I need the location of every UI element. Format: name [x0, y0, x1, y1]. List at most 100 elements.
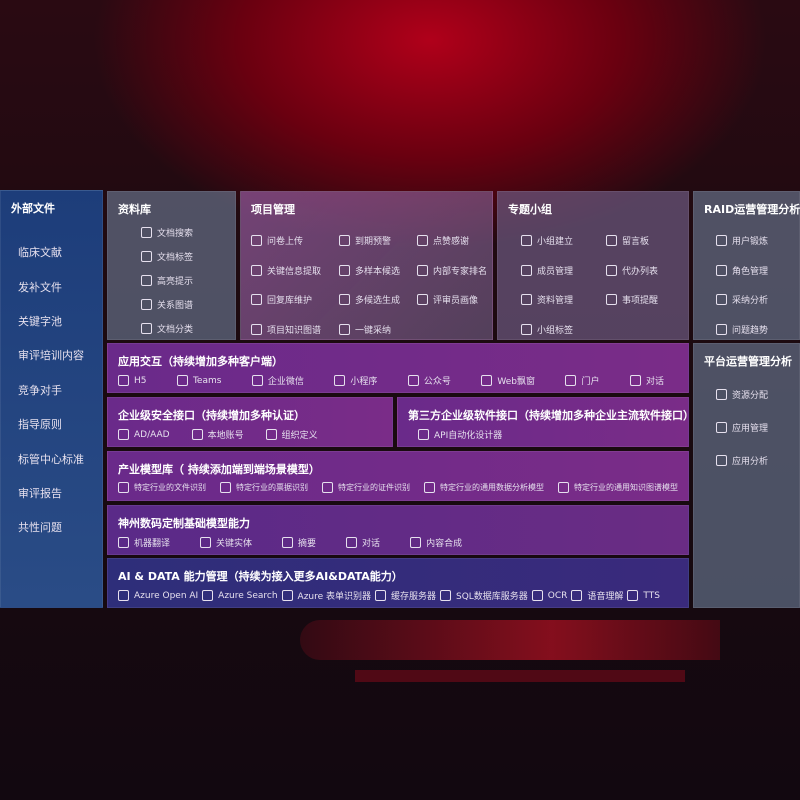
- app-item[interactable]: 小程序: [334, 374, 377, 387]
- item-label: 公众号: [423, 377, 451, 387]
- form-icon: [281, 590, 293, 601]
- item-label: 资料管理: [537, 296, 574, 307]
- industry-item[interactable]: 特定行业的证件识别: [322, 482, 410, 493]
- external-file-item[interactable]: 审评报告: [18, 486, 62, 500]
- app-item[interactable]: Web飘窗: [481, 374, 535, 387]
- security-item[interactable]: AD/AAD: [118, 428, 170, 441]
- base-item[interactable]: 机器翻译: [118, 536, 170, 549]
- pen-icon: [141, 274, 152, 286]
- topic-item[interactable]: 留言板: [606, 226, 686, 256]
- speech-icon: [571, 590, 583, 601]
- library-item[interactable]: 高亮提示: [141, 268, 193, 292]
- app-item[interactable]: H5: [118, 374, 147, 387]
- topic-item[interactable]: 资料管理: [521, 285, 606, 315]
- industry-item[interactable]: 特定行业的通用数据分析模型: [424, 482, 544, 493]
- platform-item[interactable]: 资源分配: [716, 378, 768, 411]
- industry-item[interactable]: 特定行业的票据识别: [220, 482, 308, 493]
- app-item[interactable]: 公众号: [407, 374, 451, 387]
- panel-title: 资料库: [118, 203, 151, 216]
- reply-icon: [339, 323, 350, 335]
- raid-item[interactable]: 角色管理: [716, 256, 768, 286]
- panel-title: 平台运营管理分析: [704, 355, 792, 368]
- project-item[interactable]: 回复库维护: [251, 285, 339, 315]
- base-item[interactable]: 摘要: [282, 536, 316, 549]
- project-item[interactable]: 点赞感谢: [417, 226, 497, 256]
- library-item[interactable]: 关系图谱: [141, 292, 193, 316]
- security-item[interactable]: 组织定义: [265, 428, 318, 441]
- project-item[interactable]: 评审员画像: [417, 285, 497, 315]
- portal-icon: [565, 375, 577, 386]
- library-item[interactable]: 文档搜索: [141, 220, 193, 244]
- platform-item[interactable]: 应用分析: [716, 444, 768, 477]
- aidata-item[interactable]: 缓存服务器: [375, 589, 436, 602]
- chat-icon: [346, 537, 358, 548]
- aidata-item[interactable]: 语音理解: [571, 589, 623, 602]
- aidata-item[interactable]: Azure 表单识别器: [281, 589, 371, 602]
- topic-item[interactable]: 小组建立: [521, 226, 606, 256]
- external-file-item[interactable]: 共性问题: [18, 521, 62, 535]
- panel-title: 产业模型库（ 持续添加端到端场景模型）: [118, 463, 320, 476]
- topic-item[interactable]: 代办列表: [606, 256, 686, 286]
- library-item[interactable]: 文档分类: [141, 316, 193, 340]
- project-item[interactable]: 问卷上传: [251, 226, 339, 256]
- aidata-item[interactable]: Azure Open AI: [118, 589, 198, 602]
- security-item[interactable]: 本地账号: [191, 428, 244, 441]
- thirdparty-item[interactable]: API自动化设计器: [418, 428, 502, 441]
- industry-item[interactable]: 特定行业的文件识别: [118, 482, 206, 493]
- graph-icon: [251, 323, 262, 335]
- item-label: 门户: [581, 377, 600, 387]
- external-file-item[interactable]: 临床文献: [18, 246, 62, 260]
- item-label: 项目知识图谱: [267, 325, 322, 336]
- external-file-item[interactable]: 关键字池: [18, 314, 62, 328]
- aidata-item[interactable]: SQL数据库服务器: [440, 589, 528, 602]
- aidata-item[interactable]: OCR: [531, 589, 567, 602]
- item-label: 特定行业的证件识别: [338, 483, 410, 492]
- item-label: 小组标签: [537, 325, 574, 336]
- project-item[interactable]: 项目知识图谱: [251, 315, 339, 345]
- topic-item[interactable]: 事项提醒: [606, 285, 686, 315]
- raid-item[interactable]: 用户锻炼: [716, 226, 768, 256]
- item-label: 对话: [645, 377, 664, 387]
- project-item[interactable]: 关键信息提取: [251, 256, 339, 286]
- base-item[interactable]: 关键实体: [200, 536, 252, 549]
- users-icon: [716, 264, 727, 276]
- external-file-item[interactable]: 指导原则: [18, 418, 62, 432]
- aidata-item[interactable]: Azure Search: [202, 589, 278, 602]
- base-item[interactable]: 对话: [346, 536, 380, 549]
- external-file-item[interactable]: 发补文件: [18, 280, 62, 294]
- topic-item[interactable]: 成员管理: [521, 256, 606, 286]
- item-label: 一键采纳: [355, 325, 392, 336]
- external-file-item[interactable]: 竞争对手: [18, 383, 62, 397]
- chat-icon: [629, 375, 641, 386]
- raid-item[interactable]: 采纳分析: [716, 285, 768, 315]
- app-item[interactable]: Teams: [176, 374, 221, 387]
- project-item[interactable]: 到期预警: [339, 226, 417, 256]
- project-item[interactable]: 一键采纳: [339, 315, 417, 345]
- library-item[interactable]: 文档标签: [141, 244, 193, 268]
- platform-item[interactable]: 应用管理: [716, 411, 768, 444]
- app-item[interactable]: 对话: [629, 374, 664, 387]
- project-item[interactable]: 内部专家排名: [417, 256, 497, 286]
- item-label: 资源分配: [732, 391, 769, 401]
- project-item[interactable]: 多候选生成: [339, 285, 417, 315]
- item-label: 多样本候选: [355, 266, 401, 277]
- pen-icon: [251, 294, 262, 306]
- item-label: 内容合成: [426, 539, 463, 549]
- ocr-icon: [531, 590, 543, 601]
- industry-item[interactable]: 特定行业的通用知识图谱模型: [558, 482, 678, 493]
- item-label: 多候选生成: [355, 296, 401, 307]
- external-file-item[interactable]: 标管中心标准: [18, 452, 84, 466]
- app-item[interactable]: 企业微信: [251, 374, 304, 387]
- project-item[interactable]: 多样本候选: [339, 256, 417, 286]
- thumbs-up-icon: [417, 235, 428, 247]
- item-label: 文档分类: [157, 324, 194, 335]
- aidata-item[interactable]: TTS: [627, 589, 660, 602]
- base-item[interactable]: 内容合成: [410, 536, 462, 549]
- app-item[interactable]: 门户: [565, 374, 599, 387]
- item-label: 文档标签: [157, 252, 194, 263]
- topic-item[interactable]: 小组标签: [521, 315, 606, 345]
- external-file-item[interactable]: 审评培训内容: [18, 349, 84, 363]
- item-label: 缓存服务器: [391, 592, 437, 602]
- raid-item[interactable]: 问题趋势: [716, 315, 768, 345]
- item-label: 机器翻译: [134, 539, 171, 549]
